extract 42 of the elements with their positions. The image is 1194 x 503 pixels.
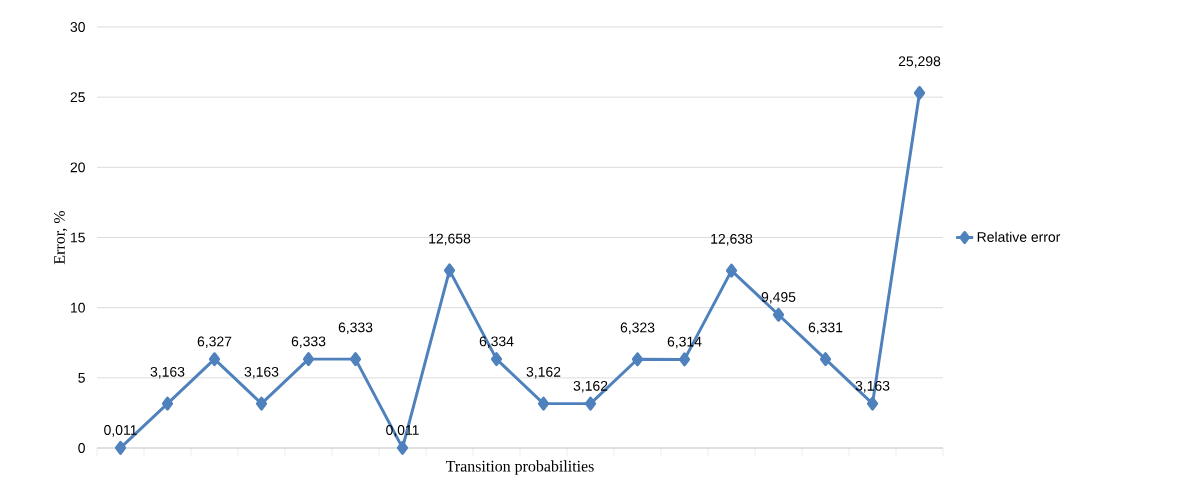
y-tick-label: 20 [70, 162, 85, 173]
point [396, 440, 409, 455]
point [584, 396, 597, 411]
data-label: 6,331 [808, 322, 843, 334]
point [819, 352, 832, 367]
data-label: 0,011 [104, 425, 137, 437]
legend-label: Relative error [977, 231, 1061, 242]
point [772, 307, 785, 322]
data-label: 6,323 [620, 322, 655, 335]
y-tick-label: 15 [71, 232, 85, 243]
y-tick-label: 10 [71, 302, 85, 313]
point [114, 440, 127, 455]
point [349, 352, 362, 367]
point [866, 396, 879, 411]
point [490, 352, 503, 367]
y-tick-label: 25 [70, 92, 85, 103]
data-label: 3,162 [526, 366, 561, 379]
data-label: 25,298 [898, 56, 941, 68]
point [678, 352, 691, 367]
point [631, 352, 644, 367]
point [255, 396, 268, 411]
data-label: 9,495 [761, 292, 796, 304]
point [537, 396, 550, 411]
data-label: 12,658 [429, 233, 471, 246]
data-label: 6,333 [291, 336, 326, 348]
data-label: 3,162 [573, 380, 608, 393]
x-axis-title: Transition probabilities [445, 460, 594, 475]
point [302, 352, 315, 367]
point [913, 86, 926, 100]
y-tick-label: 30 [70, 22, 85, 32]
data-label: 6,333 [338, 322, 373, 334]
data-label: 6,327 [197, 336, 232, 349]
data-label: 3,163 [150, 366, 185, 379]
y-tick-label: 0 [78, 443, 85, 453]
point [725, 263, 738, 278]
y-axis-title: Error, % [54, 210, 68, 265]
point [161, 396, 174, 411]
point [208, 352, 221, 367]
data-label: 12,638 [711, 233, 753, 246]
y-tick-label: 5 [78, 372, 85, 383]
point [443, 263, 456, 278]
data-label: 3,163 [244, 366, 279, 379]
